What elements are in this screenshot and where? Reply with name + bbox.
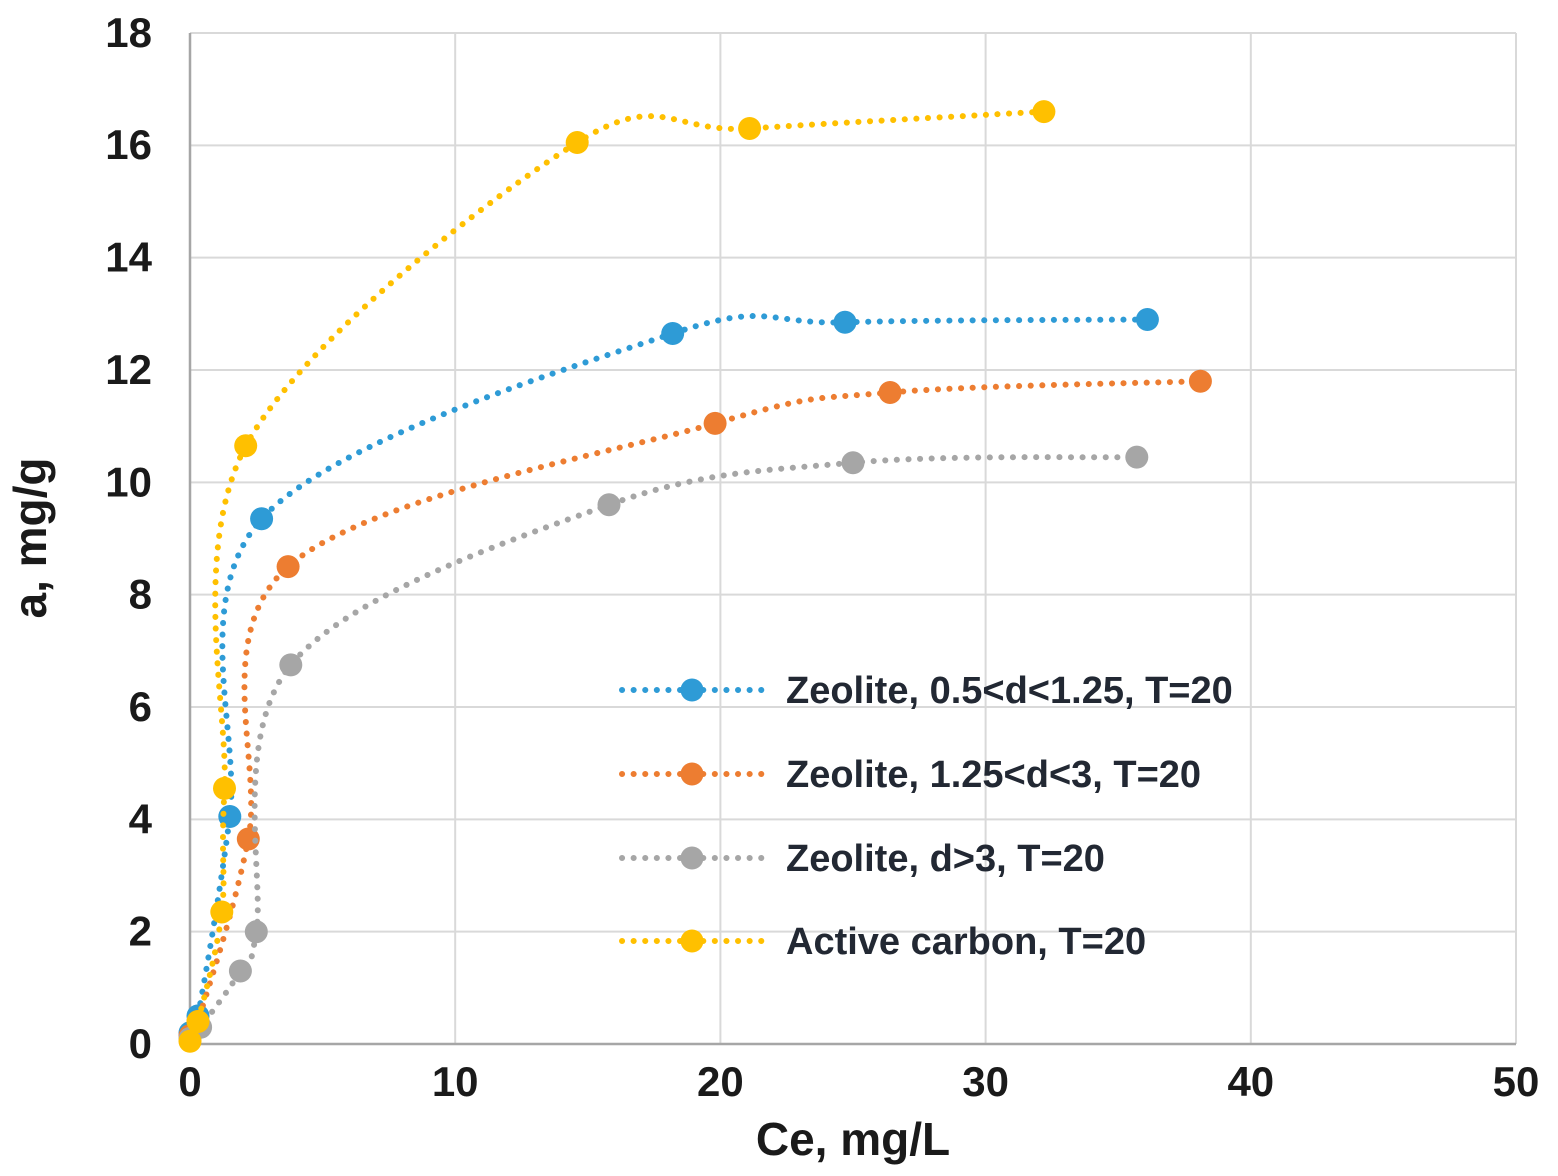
data-point [1188, 369, 1212, 393]
data-point [250, 507, 274, 531]
x-axis-title: Ce, mg/L [756, 1113, 950, 1165]
data-point [565, 131, 589, 154]
data-point [276, 555, 300, 579]
series-line [187, 378, 1204, 1040]
legend-item-label: Zeolite, d>3, T=20 [786, 838, 1105, 880]
legend-marker [680, 762, 704, 786]
legend-marker [680, 678, 704, 702]
data-point [597, 493, 621, 517]
x-tick-label: 30 [962, 1058, 1009, 1105]
legend-item [619, 762, 765, 786]
data-point [279, 653, 303, 677]
data-series [178, 100, 1212, 1053]
legend-marker [680, 846, 704, 870]
data-point [218, 805, 242, 828]
legend-item-label: Zeolite, 1.25<d<3, T=20 [786, 754, 1201, 796]
y-tick-label: 18 [105, 9, 152, 56]
data-point [236, 827, 260, 851]
data-point [878, 381, 902, 404]
legend-marker [680, 929, 704, 953]
y-tick-label: 14 [105, 234, 152, 281]
data-point [1032, 100, 1056, 124]
x-tick-label: 50 [1493, 1058, 1540, 1105]
data-point [234, 434, 258, 458]
y-tick-label: 16 [105, 121, 152, 168]
legend-samples [619, 678, 765, 953]
data-point [178, 1029, 202, 1053]
y-tick-label: 8 [129, 571, 152, 618]
y-tick-label: 2 [129, 908, 152, 955]
y-axis-title: a, mg/g [4, 457, 56, 618]
legend-item-label: Zeolite, 0.5<d<1.25, T=20 [786, 670, 1233, 712]
x-tick-label: 20 [697, 1058, 744, 1105]
axes [188, 33, 1516, 1046]
data-point [213, 776, 236, 800]
legend-item-label: Active carbon, T=20 [786, 921, 1146, 963]
legend-item [619, 846, 765, 870]
x-tick-label: 40 [1227, 1058, 1274, 1105]
series-line [187, 108, 1047, 1045]
y-tick-label: 4 [129, 795, 153, 842]
data-point [661, 322, 685, 345]
data-point [210, 900, 234, 924]
y-tick-label: 12 [105, 346, 152, 393]
gridlines [190, 32, 1517, 1044]
data-point [738, 117, 762, 140]
x-axis-tick-labels: 0 10 20 30 40 50 [178, 1058, 1539, 1105]
data-point [1125, 445, 1149, 469]
legend-item [619, 678, 765, 702]
data-point [186, 1010, 210, 1033]
data-point [244, 920, 268, 944]
y-tick-label: 6 [129, 683, 152, 730]
series-line [187, 313, 1151, 1037]
data-point [228, 959, 252, 983]
legend: Zeolite, 0.5<d<1.25, T=20 Zeolite, 1.25<… [786, 670, 1233, 963]
data-point [841, 451, 865, 475]
data-point [703, 411, 727, 435]
legend-item [619, 929, 765, 953]
y-tick-label: 0 [129, 1020, 152, 1067]
x-tick-label: 0 [178, 1058, 201, 1105]
data-point [833, 310, 857, 334]
series [178, 100, 1056, 1053]
data-point [1135, 308, 1159, 331]
y-axis-tick-labels: 0 2 4 6 8 10 12 14 16 18 [105, 9, 152, 1067]
y-tick-label: 10 [105, 458, 152, 505]
x-tick-label: 10 [432, 1058, 479, 1105]
